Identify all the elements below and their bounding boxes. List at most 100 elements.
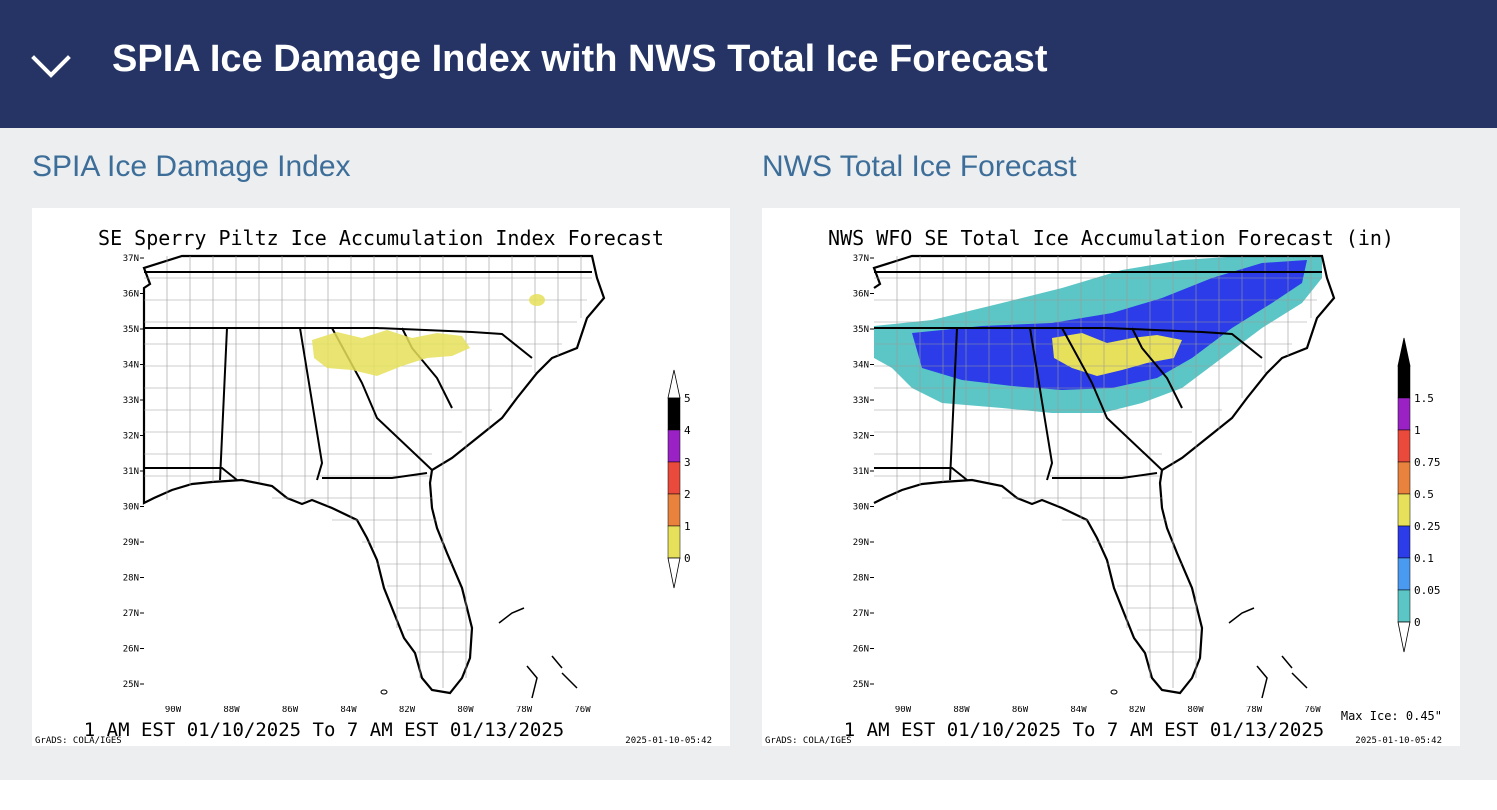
nws-credit: GrADS: COLA/IGES [765,736,852,746]
legend-label: 3 [684,456,691,469]
lon-label: 86W [1012,705,1029,715]
lat-label: 37N [853,254,869,264]
lat-label: 36N [853,290,869,300]
lat-label: 36N [123,290,139,300]
lat-label: 31N [853,467,869,477]
chevron-down-icon[interactable] [28,46,74,86]
lon-label: 80W [457,705,474,715]
spia-lon-labels: 90W 88W 86W 84W 82W 80W 78W 76W [165,705,591,715]
legend-swatch [1397,557,1411,591]
legend-swatch [1397,429,1411,463]
legend-label: 4 [684,424,691,437]
lat-label: 31N [123,467,139,477]
lon-label: 86W [282,705,299,715]
spia-map-title: SE Sperry Piltz Ice Accumulation Index F… [98,226,664,250]
nws-section-title: NWS Total Ice Forecast [762,150,1077,183]
lat-label: 35N [123,325,139,335]
legend-swatch [667,429,681,463]
legend-label: 0.75 [1414,456,1441,469]
legend-top-arrow [1397,337,1411,367]
nws-map-image: NWS WFO SE Total Ice Accumulation Foreca… [762,208,1460,746]
spia-legend: 5 4 3 2 1 0 [667,369,691,589]
legend-label: 0 [1414,616,1421,629]
lat-label: 34N [123,361,139,371]
legend-label: 0.5 [1414,488,1434,501]
lat-label: 25N [853,680,869,690]
legend-label: 0.25 [1414,520,1441,533]
legend-swatch [1397,397,1411,431]
lon-label: 76W [1304,705,1321,715]
spia-basemap [142,254,606,706]
legend-swatch [667,493,681,527]
legend-bottom-arrow [667,557,681,589]
page-header: SPIA Ice Damage Index with NWS Total Ice… [0,0,1497,128]
lat-label: 32N [123,432,139,442]
spia-map-image: SE Sperry Piltz Ice Accumulation Index F… [32,208,730,746]
lon-label: 90W [165,705,182,715]
legend-swatch [1397,525,1411,559]
lat-label: 29N [123,538,139,548]
spia-section-title: SPIA Ice Damage Index [32,150,351,183]
lon-label: 82W [399,705,416,715]
lon-label: 82W [1129,705,1146,715]
lon-label: 90W [895,705,912,715]
lon-label: 78W [516,705,533,715]
lat-label: 26N [123,645,139,655]
nws-lon-labels: 90W 88W 86W 84W 82W 80W 78W 76W [895,705,1321,715]
legend-swatch [667,461,681,495]
spia-county-grid [144,256,592,688]
legend-label: 1 [1414,424,1421,437]
lon-label: 80W [1187,705,1204,715]
nws-basemap [872,254,1336,706]
lat-label: 28N [853,574,869,584]
legend-label: 1 [684,520,691,533]
legend-label: 1.5 [1414,392,1434,405]
lat-label: 33N [853,396,869,406]
lat-label: 25N [123,680,139,690]
legend-label: 2 [684,488,691,501]
legend-label: 0 [684,552,691,565]
legend-bottom-arrow [1397,621,1411,653]
page-title: SPIA Ice Damage Index with NWS Total Ice… [112,38,1048,80]
lat-label: 26N [853,645,869,655]
nws-ice-mid [912,260,1307,390]
legend-label: 0.05 [1414,584,1441,597]
spia-credit: GrADS: COLA/IGES [35,736,122,746]
legend-top-arrow [667,369,681,399]
nws-run-time: 2025-01-10-05:42 [1355,736,1442,746]
lon-label: 76W [574,705,591,715]
lat-label: 30N [853,503,869,513]
lat-label: 33N [123,396,139,406]
lat-label: 37N [123,254,139,264]
nws-legend: 1.5 1 0.75 0.5 0.25 0.1 0.05 0 [1397,337,1441,653]
lon-label: 78W [1246,705,1263,715]
legend-swatch [1397,589,1411,623]
lat-label: 35N [853,325,869,335]
lat-label: 28N [123,574,139,584]
lat-label: 27N [123,609,139,619]
panels-area: SPIA Ice Damage Index NWS Total Ice Fore… [0,128,1497,780]
lat-label: 27N [853,609,869,619]
nws-valid-period: 1 AM EST 01/10/2025 To 7 AM EST 01/13/20… [844,719,1324,741]
nws-map-title: NWS WFO SE Total Ice Accumulation Foreca… [828,226,1394,250]
lat-label: 34N [853,361,869,371]
nws-max-ice: Max Ice: 0.45" [1341,709,1442,723]
spia-ice-overlay [312,294,545,376]
legend-swatch [1397,365,1411,399]
legend-swatch [1397,493,1411,527]
nws-state-lines [874,271,1322,481]
legend-swatch [667,397,681,431]
spia-lat-labels: 37N 36N 35N 34N 33N 32N 31N 30N 29N 28N 27N 26N 25N [123,254,144,690]
legend-label: 0.1 [1414,552,1434,565]
lat-label: 32N [853,432,869,442]
lat-label: 29N [853,538,869,548]
nws-county-grid [874,256,1322,688]
lon-label: 84W [1070,705,1087,715]
lon-label: 84W [340,705,357,715]
nws-lat-labels: 37N 36N 35N 34N 33N 32N 31N 30N 29N 28N 27N 26N 25N [853,254,874,690]
spia-run-time: 2025-01-10-05:42 [625,736,712,746]
lon-label: 88W [223,705,240,715]
spia-valid-period: 1 AM EST 01/10/2025 To 7 AM EST 01/13/20… [84,719,564,741]
lat-label: 30N [123,503,139,513]
legend-swatch [1397,461,1411,495]
